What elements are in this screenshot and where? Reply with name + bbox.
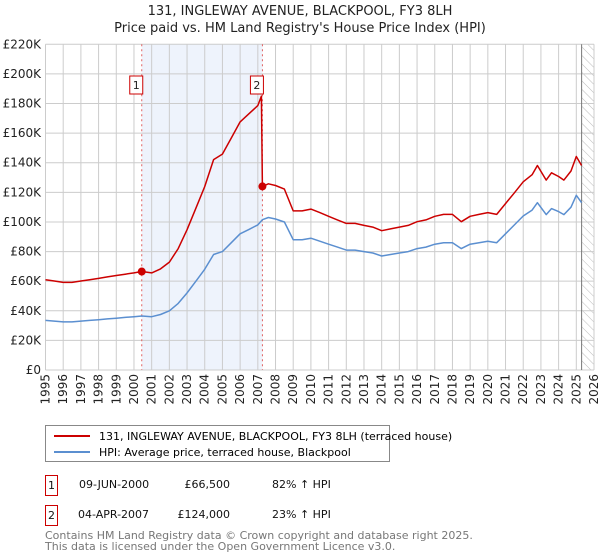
sale-label: 2 xyxy=(253,79,260,92)
x-tick-label: 2026 xyxy=(587,374,600,405)
x-tick-label: 2016 xyxy=(410,374,424,405)
sale-label-box xyxy=(129,75,144,95)
sale-date: 09-JUN-2000 xyxy=(79,478,150,491)
x-tick-label: 2003 xyxy=(180,374,194,405)
legend-label-hpi: HPI: Average price, terraced house, Blac… xyxy=(99,445,351,459)
price-chart: 1995 1996 1997 1998 1999 2000 2001 2002 2003 2004… xyxy=(3,37,600,405)
x-tick-label: 2011 xyxy=(322,374,336,405)
y-tick-label: £180K xyxy=(3,97,43,111)
forecast-hatch xyxy=(581,44,594,371)
footer-copyright: Contains HM Land Registry data © Crown c… xyxy=(45,529,473,542)
x-tick-label: 2020 xyxy=(481,374,495,405)
y-tick-label: £220K xyxy=(3,37,43,51)
y-tick-label: £0 xyxy=(26,363,41,377)
sale-hpi-change: 82% ↑ HPI xyxy=(272,478,331,491)
footer: Contains HM Land Registry data © Crown c… xyxy=(45,530,473,552)
x-tick-label: 1999 xyxy=(109,374,123,405)
sale-row: 1 09-JUN-2000 £66,500 82% ↑ HPI xyxy=(45,475,545,496)
y-tick-label: £80K xyxy=(10,245,42,259)
x-tick-label: 2004 xyxy=(198,374,212,405)
x-tick-label: 2008 xyxy=(269,374,283,405)
chart-title: 131, INGLEWAY AVENUE, BLACKPOOL, FY3 8LH xyxy=(147,4,453,19)
sale-label-box xyxy=(249,75,264,95)
x-tick-label: 2015 xyxy=(392,374,406,405)
y-tick-label: £140K xyxy=(3,156,43,170)
y-tick-label: £100K xyxy=(3,215,43,229)
x-tick-label: 2007 xyxy=(251,374,265,405)
property-price-line xyxy=(45,95,583,284)
x-tick-label: 2014 xyxy=(375,374,389,405)
x-tick-label: 2013 xyxy=(357,374,371,405)
x-tick-label: 2002 xyxy=(162,374,176,405)
legend: 131, INGLEWAY AVENUE, BLACKPOOL, FY3 8LH… xyxy=(45,425,452,462)
x-tick-label: 1998 xyxy=(92,374,106,405)
x-tick-label: 2024 xyxy=(552,374,566,405)
sale-label: 1 xyxy=(133,79,140,92)
x-tick-label: 2023 xyxy=(534,374,548,405)
x-tick-label: 2001 xyxy=(145,374,159,405)
legend-swatch-hpi xyxy=(54,451,90,453)
sale-price: £124,000 xyxy=(177,508,231,521)
x-tick-label: 2022 xyxy=(516,374,530,405)
y-tick-label: £160K xyxy=(3,126,43,140)
y-tick-label: £20K xyxy=(10,333,42,347)
legend-item-hpi: HPI: Average price, terraced house, Blac… xyxy=(54,444,351,460)
y-tick-label: £40K xyxy=(10,304,42,318)
legend-swatch-property xyxy=(54,435,90,437)
sale-marker: 2 xyxy=(45,505,58,526)
y-tick-label: £200K xyxy=(3,67,43,81)
legend-item-property: 131, INGLEWAY AVENUE, BLACKPOOL, FY3 8LH… xyxy=(54,428,452,444)
footer-license: This data is licensed under the Open Gov… xyxy=(45,540,396,553)
x-tick-label: 2006 xyxy=(233,374,247,405)
y-tick-label: £60K xyxy=(10,274,42,288)
x-tick-label: 2019 xyxy=(463,374,477,405)
hpi-line xyxy=(45,194,583,323)
sale-date: 04-APR-2007 xyxy=(78,508,150,521)
x-tick-label: 2012 xyxy=(339,374,353,405)
sale-marker: 1 xyxy=(45,475,58,496)
x-tick-label: 2017 xyxy=(428,374,442,405)
sale-row: 2 04-APR-2007 £124,000 23% ↑ HPI xyxy=(45,505,545,526)
x-tick-label: 2025 xyxy=(569,374,583,405)
x-tick-label: 1996 xyxy=(56,374,70,405)
x-tick-label: 2010 xyxy=(304,374,318,405)
y-tick-label: £120K xyxy=(3,185,43,199)
chart-subtitle: Price paid vs. HM Land Registry's House … xyxy=(114,21,486,36)
x-tick-label: 1997 xyxy=(74,374,88,405)
x-tick-label: 2009 xyxy=(286,374,300,405)
x-tick-label: 2000 xyxy=(127,374,141,405)
legend-label-property: 131, INGLEWAY AVENUE, BLACKPOOL, FY3 8LH… xyxy=(99,429,453,443)
sale-point xyxy=(137,267,146,276)
sale-price: £66,500 xyxy=(184,478,231,491)
x-tick-label: 1995 xyxy=(39,374,53,405)
sale-hpi-change: 23% ↑ HPI xyxy=(272,508,331,521)
x-tick-label: 2018 xyxy=(445,374,459,405)
ownership-shade xyxy=(141,44,263,371)
x-tick-label: 2005 xyxy=(215,374,229,405)
sale-point xyxy=(258,182,267,191)
x-tick-label: 2021 xyxy=(499,374,513,405)
